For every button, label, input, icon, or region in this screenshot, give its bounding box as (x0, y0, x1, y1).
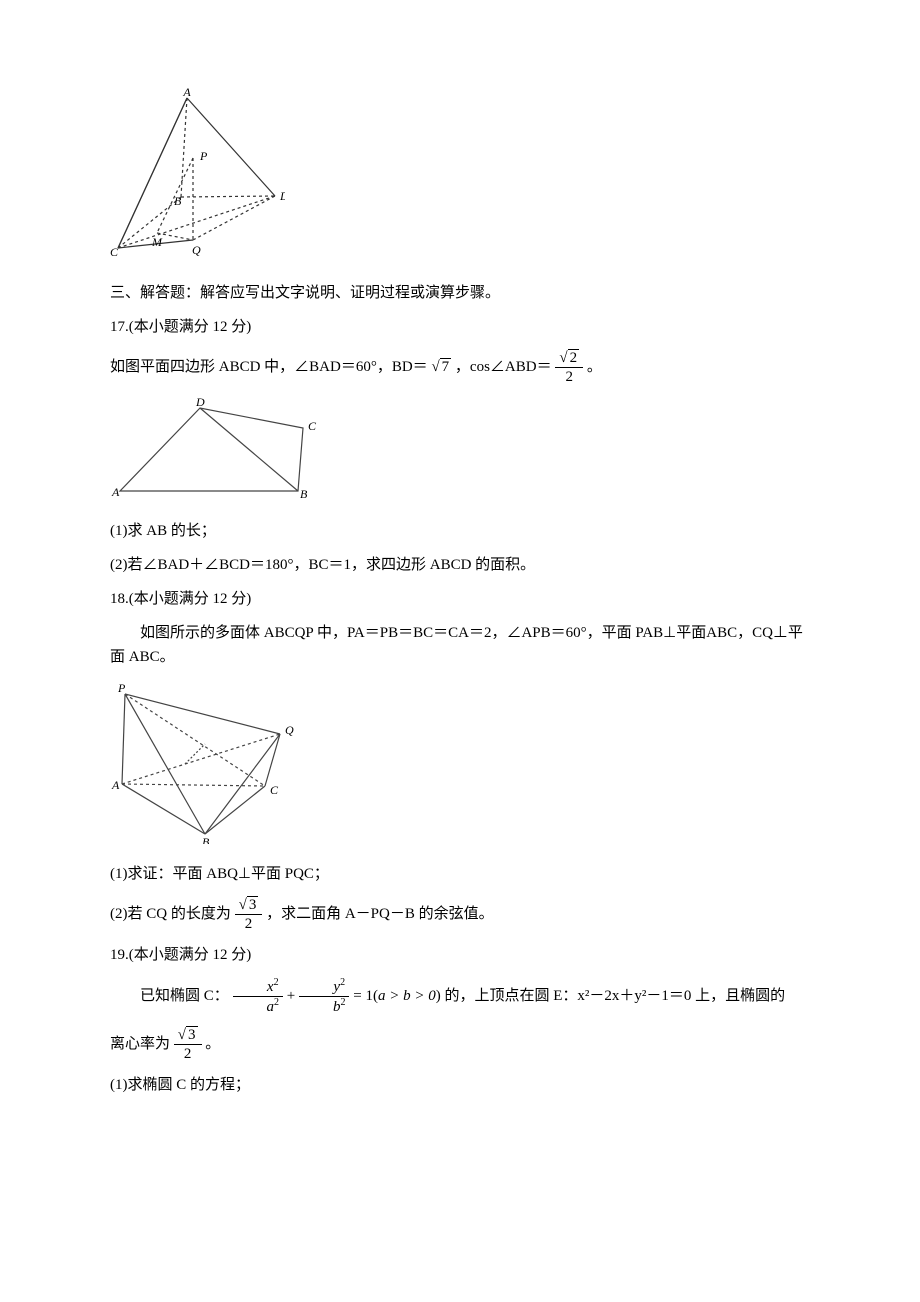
q19-part1: (1)求椭圆 C 的方程； (110, 1073, 810, 1097)
figure-polyhedron-abcqp: P Q A C B (110, 679, 810, 852)
q19-frac-x: x2 a2 (233, 977, 284, 1016)
q17-cos-frac: √2 2 (555, 349, 583, 386)
q18-header: 18.(本小题满分 12 分) (110, 587, 810, 611)
q19-ecc-frac: √3 2 (174, 1026, 202, 1063)
q19-a: a (267, 999, 275, 1015)
fig1-label-C: C (110, 245, 119, 259)
q17-label-B: B (300, 487, 308, 501)
fig1-label-M: M (151, 235, 163, 249)
q18-cq-frac: √3 2 (235, 896, 263, 933)
fig1-label-P: P (199, 149, 208, 163)
q17-bd-val: 7 (440, 358, 452, 375)
q18-stem: 如图所示的多面体 ABCQP 中，PA＝PB＝BC＝CA＝2，∠APB＝60°，… (110, 621, 810, 669)
q19-ecc-prefix: 离心率为 (110, 1036, 170, 1052)
q19-ecc-num: 3 (186, 1026, 198, 1043)
q17-fig-svg: A B D C (110, 396, 330, 501)
q18-p2-num: 3 (247, 896, 259, 913)
q19-cond: a > b > 0 (378, 988, 436, 1004)
q19-stem: 已知椭圆 C： x2 a2 + y2 b2 = 1(a > b > 0) 的，上… (110, 977, 810, 1016)
q17-part1: (1)求 AB 的长； (110, 519, 810, 543)
figure-quadrilateral-abcd: A B D C (110, 396, 810, 509)
fig1-svg: A P B D M Q C (110, 88, 285, 263)
q18-p2-prefix: (2)若 CQ 的长度为 (110, 906, 231, 922)
q19-x: x (267, 979, 274, 995)
q17-stem: 如图平面四边形 ABCD 中，∠BAD＝60°，BD＝ √7 ，cos∠ABD＝… (110, 349, 810, 386)
q17-stem-suffix: 。 (587, 359, 602, 375)
fig1-label-D: D (279, 189, 285, 203)
q19-ecc-suffix: 。 (205, 1036, 220, 1052)
q17-header: 17.(本小题满分 12 分) (110, 315, 810, 339)
q19-rhs: 1( (365, 988, 378, 1004)
fig1-label-Q: Q (192, 243, 201, 257)
q18-part1: (1)求证：平面 ABQ⊥平面 PQC； (110, 862, 810, 886)
q19-close: ) (436, 988, 441, 1004)
q17-part2: (2)若∠BAD＋∠BCD＝180°，BC＝1，求四边形 ABCD 的面积。 (110, 553, 810, 577)
q19-stem-mid: 的，上顶点在圆 E：x²－2x＋y²－1＝0 上，且椭圆的 (444, 988, 785, 1004)
fig1-label-B: B (174, 194, 182, 208)
q18-p2-den: 2 (235, 915, 263, 933)
q18-label-A: A (111, 778, 120, 792)
q17-label-D: D (195, 396, 205, 409)
q17-stem-prefix: 如图平面四边形 ABCD 中，∠BAD＝60°，BD＝ (110, 359, 428, 375)
figure-tetrahedron: A P B D M Q C (110, 88, 810, 271)
q17-stem-mid: ，cos∠ABD＝ (455, 359, 552, 375)
q18-p2-suffix: ，求二面角 A－PQ－B 的余弦值。 (266, 906, 494, 922)
q17-label-C: C (308, 419, 317, 433)
q19-frac-y: y2 b2 (299, 977, 350, 1016)
q18-part2: (2)若 CQ 的长度为 √3 2 ，求二面角 A－PQ－B 的余弦值。 (110, 896, 810, 933)
q17-cos-den: 2 (555, 368, 583, 386)
q19-ecc-den: 2 (174, 1045, 202, 1063)
q18-label-C: C (270, 783, 279, 797)
q18-label-Q: Q (285, 723, 294, 737)
q17-cos-num: 2 (568, 349, 580, 366)
fig1-label-A: A (182, 88, 191, 99)
q19-stem-prefix: 已知椭圆 C： (140, 988, 229, 1004)
q19-header: 19.(本小题满分 12 分) (110, 943, 810, 967)
q17-label-A: A (111, 485, 120, 499)
q18-fig-svg: P Q A C B (110, 679, 300, 844)
q19-eccentricity: 离心率为 √3 2 。 (110, 1026, 810, 1063)
q18-label-B: B (202, 835, 210, 844)
section-3-heading: 三、解答题：解答应写出文字说明、证明过程或演算步骤。 (110, 281, 810, 305)
q18-label-P: P (117, 681, 126, 695)
